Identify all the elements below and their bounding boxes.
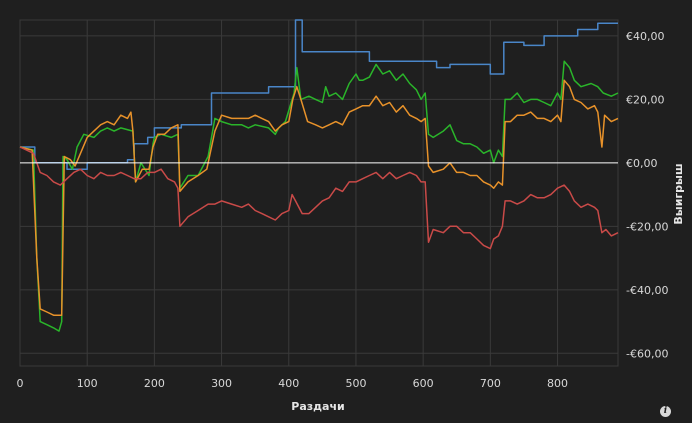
series-line-2 — [19, 79, 619, 316]
series-line-3 — [19, 146, 619, 250]
x-tick-label: 600 — [413, 377, 434, 390]
series-line-0 — [20, 19, 618, 170]
series-lines — [19, 19, 619, 332]
x-tick-label: 500 — [345, 377, 366, 390]
y-tick-label: -€40,00 — [626, 284, 668, 297]
grid — [19, 19, 619, 367]
y-axis-title: Выигрыш — [672, 163, 685, 224]
y-tick-label: -€20,00 — [626, 220, 668, 233]
plot-frame — [19, 19, 619, 367]
x-axis-ticks: 0 100 200 300 400 500 600 700 800 — [17, 377, 569, 390]
x-tick-label: 0 — [17, 377, 24, 390]
x-tick-label: 800 — [547, 377, 568, 390]
x-axis-title: Раздачи — [291, 400, 344, 413]
x-tick-label: 300 — [211, 377, 232, 390]
series-line-1 — [19, 60, 619, 332]
x-tick-label: 400 — [278, 377, 299, 390]
x-tick-label: 700 — [480, 377, 501, 390]
x-tick-label: 200 — [144, 377, 165, 390]
info-icon[interactable]: i — [660, 406, 671, 417]
x-tick-label: 100 — [77, 377, 98, 390]
y-tick-label: €40,00 — [626, 30, 665, 43]
y-axis-ticks: €40,00 €20,00 €0,00 -€20,00 -€40,00 -€60,00 — [626, 30, 668, 360]
y-tick-label: €20,00 — [626, 93, 665, 106]
y-tick-label: -€60,00 — [626, 347, 668, 360]
y-tick-label: €0,00 — [626, 157, 658, 170]
